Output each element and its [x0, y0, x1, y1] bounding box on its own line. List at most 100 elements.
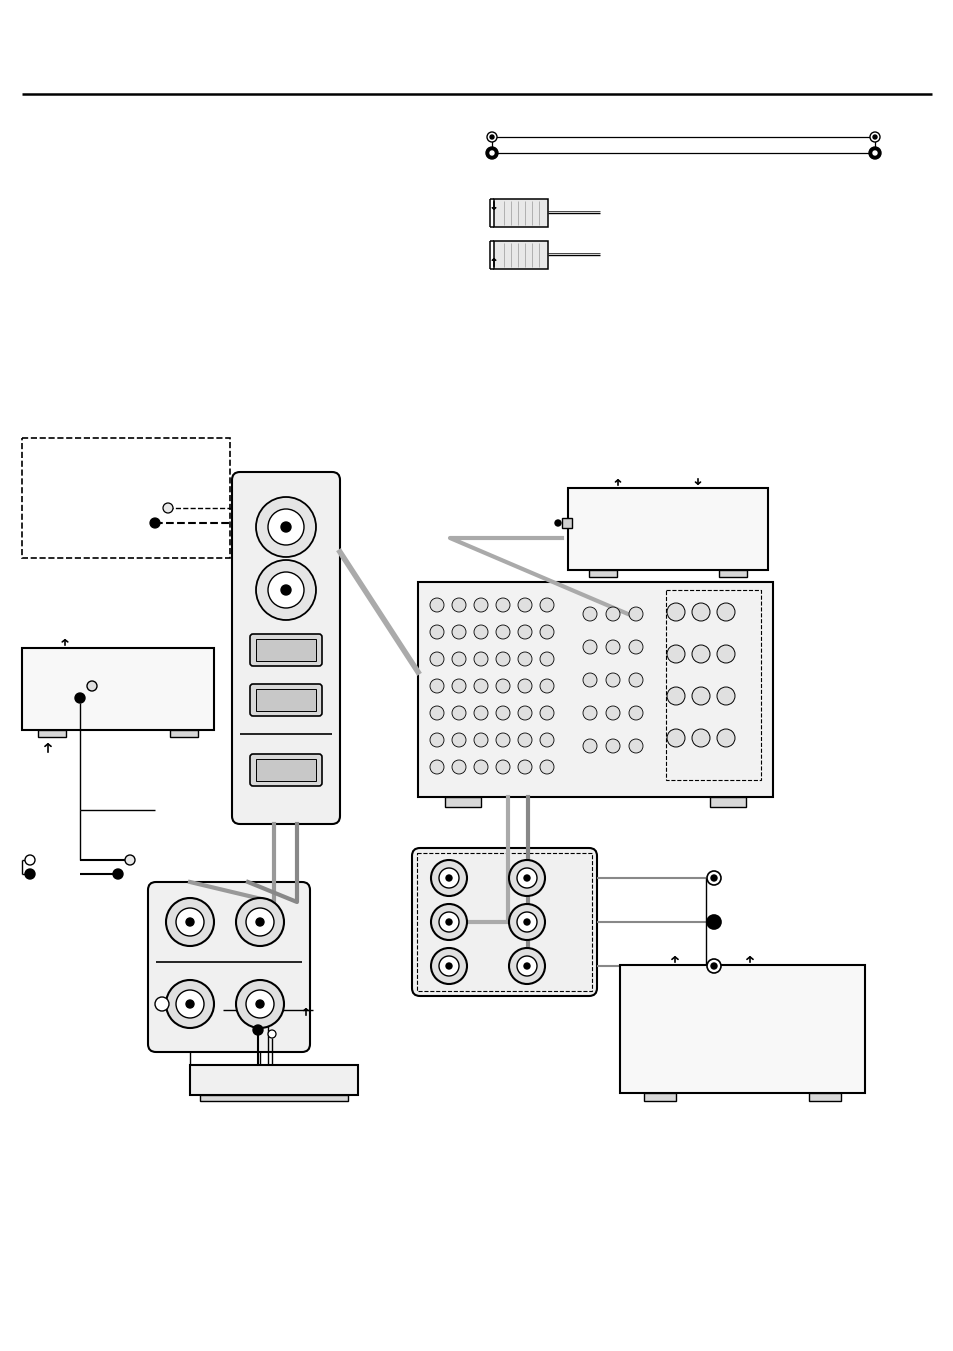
- Circle shape: [166, 979, 213, 1028]
- Circle shape: [628, 707, 642, 720]
- Circle shape: [431, 904, 467, 940]
- Circle shape: [474, 761, 488, 774]
- Bar: [719, 570, 746, 577]
- Circle shape: [474, 734, 488, 747]
- Circle shape: [430, 734, 443, 747]
- Circle shape: [75, 693, 85, 703]
- Bar: [38, 730, 66, 738]
- Circle shape: [509, 904, 544, 940]
- Bar: [588, 570, 617, 577]
- Circle shape: [517, 912, 537, 932]
- Circle shape: [605, 607, 619, 621]
- Circle shape: [78, 696, 82, 700]
- FancyBboxPatch shape: [412, 848, 597, 996]
- Circle shape: [496, 761, 510, 774]
- Circle shape: [517, 707, 532, 720]
- FancyBboxPatch shape: [250, 634, 322, 666]
- FancyBboxPatch shape: [250, 684, 322, 716]
- Bar: [22, 438, 230, 558]
- Circle shape: [235, 898, 284, 946]
- Circle shape: [706, 871, 720, 885]
- Circle shape: [666, 730, 684, 747]
- Circle shape: [281, 585, 291, 594]
- Circle shape: [474, 626, 488, 639]
- Circle shape: [154, 997, 169, 1011]
- Circle shape: [868, 147, 880, 159]
- Circle shape: [539, 761, 554, 774]
- Circle shape: [25, 855, 35, 865]
- Circle shape: [539, 598, 554, 612]
- Circle shape: [517, 761, 532, 774]
- Circle shape: [430, 626, 443, 639]
- Circle shape: [517, 598, 532, 612]
- Circle shape: [490, 135, 494, 139]
- Circle shape: [486, 132, 497, 142]
- Bar: [255, 639, 315, 661]
- Circle shape: [539, 734, 554, 747]
- Circle shape: [452, 680, 465, 693]
- Circle shape: [872, 151, 876, 155]
- Circle shape: [446, 963, 452, 969]
- Circle shape: [706, 915, 720, 929]
- Circle shape: [452, 707, 465, 720]
- Circle shape: [710, 875, 717, 881]
- Circle shape: [150, 517, 160, 528]
- Circle shape: [474, 653, 488, 666]
- Circle shape: [666, 644, 684, 663]
- Circle shape: [125, 855, 135, 865]
- Circle shape: [496, 734, 510, 747]
- Bar: [22, 648, 213, 730]
- Circle shape: [452, 761, 465, 774]
- Circle shape: [446, 875, 452, 881]
- Bar: [200, 1096, 348, 1101]
- Bar: [170, 730, 198, 738]
- Circle shape: [438, 957, 458, 975]
- Circle shape: [281, 521, 291, 532]
- Circle shape: [509, 861, 544, 896]
- Circle shape: [255, 561, 315, 620]
- Circle shape: [717, 644, 734, 663]
- Circle shape: [431, 861, 467, 896]
- Circle shape: [582, 707, 597, 720]
- Circle shape: [523, 875, 530, 881]
- Bar: [444, 797, 480, 807]
- Circle shape: [523, 919, 530, 925]
- Circle shape: [605, 707, 619, 720]
- Circle shape: [496, 653, 510, 666]
- Circle shape: [706, 959, 720, 973]
- Circle shape: [452, 598, 465, 612]
- Circle shape: [175, 908, 204, 936]
- Circle shape: [691, 688, 709, 705]
- Circle shape: [186, 917, 193, 925]
- Circle shape: [517, 626, 532, 639]
- Circle shape: [112, 869, 123, 880]
- Circle shape: [430, 680, 443, 693]
- Circle shape: [517, 734, 532, 747]
- Circle shape: [87, 681, 97, 690]
- Bar: [494, 240, 547, 269]
- Circle shape: [25, 869, 35, 880]
- FancyBboxPatch shape: [148, 882, 310, 1052]
- FancyBboxPatch shape: [232, 471, 339, 824]
- Circle shape: [666, 688, 684, 705]
- Circle shape: [166, 898, 213, 946]
- Circle shape: [517, 653, 532, 666]
- Circle shape: [710, 963, 717, 969]
- Circle shape: [523, 963, 530, 969]
- Circle shape: [605, 673, 619, 688]
- Circle shape: [691, 603, 709, 621]
- Bar: [417, 582, 772, 797]
- Circle shape: [452, 653, 465, 666]
- Circle shape: [175, 990, 204, 1019]
- Circle shape: [430, 653, 443, 666]
- Circle shape: [452, 626, 465, 639]
- Circle shape: [539, 707, 554, 720]
- Circle shape: [430, 707, 443, 720]
- Bar: [494, 199, 547, 227]
- Circle shape: [474, 598, 488, 612]
- Circle shape: [255, 917, 264, 925]
- Circle shape: [717, 603, 734, 621]
- Circle shape: [666, 603, 684, 621]
- Bar: [709, 797, 745, 807]
- Circle shape: [438, 867, 458, 888]
